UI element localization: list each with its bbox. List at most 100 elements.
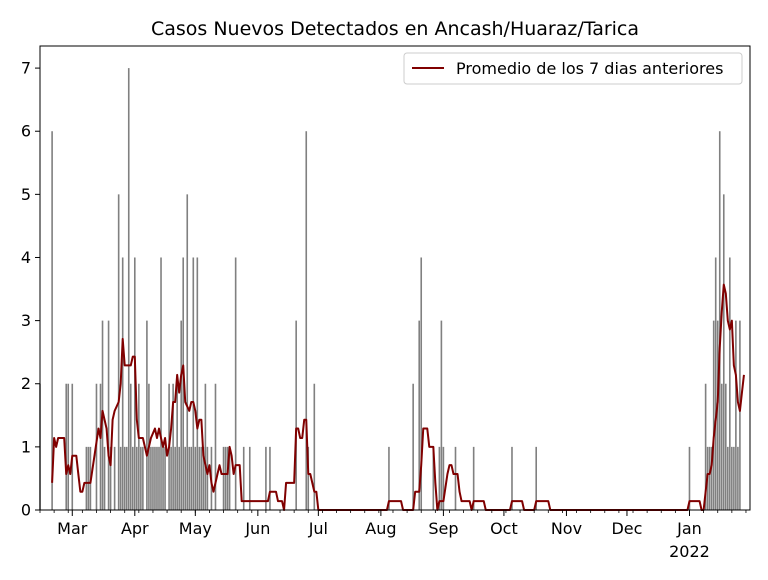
y-tick-label: 5 bbox=[21, 185, 31, 204]
bar bbox=[71, 383, 74, 510]
bar bbox=[109, 446, 112, 510]
bar bbox=[117, 194, 120, 510]
bar bbox=[295, 320, 297, 510]
bar bbox=[125, 446, 128, 510]
y-axis: 0 1 2 3 4 5 6 7 bbox=[21, 59, 40, 520]
bar bbox=[170, 446, 172, 510]
bar bbox=[727, 446, 729, 510]
line-layer bbox=[51, 283, 745, 511]
bar bbox=[136, 446, 138, 510]
bar bbox=[121, 257, 124, 510]
bar bbox=[710, 446, 713, 510]
bar bbox=[103, 446, 106, 510]
bar bbox=[420, 257, 423, 510]
bar bbox=[152, 446, 154, 510]
y-tick-label: 3 bbox=[21, 311, 31, 330]
bar bbox=[172, 383, 174, 510]
x-tick-label: Jul bbox=[308, 519, 328, 538]
bar bbox=[228, 446, 231, 510]
bar bbox=[196, 257, 199, 510]
bar bbox=[192, 257, 195, 510]
x-tick-label: Apr bbox=[121, 519, 149, 538]
legend-label: Promedio de los 7 dias anteriores bbox=[456, 59, 723, 78]
bar bbox=[735, 320, 737, 510]
y-tick-label: 0 bbox=[21, 501, 31, 520]
y-tick-label: 6 bbox=[21, 122, 31, 141]
plot-frame bbox=[39, 45, 751, 511]
y-tick-label: 1 bbox=[21, 437, 31, 456]
x-tick-label: Dec bbox=[611, 519, 642, 538]
bar bbox=[202, 446, 205, 510]
bar bbox=[688, 446, 691, 510]
bar bbox=[214, 383, 217, 510]
bar bbox=[440, 320, 443, 510]
bar bbox=[182, 257, 185, 510]
bar bbox=[438, 446, 441, 510]
bar bbox=[248, 446, 251, 510]
y-tick-label: 4 bbox=[21, 248, 31, 267]
bar bbox=[454, 446, 457, 510]
bar bbox=[724, 383, 727, 510]
bar bbox=[123, 446, 126, 510]
bar bbox=[712, 320, 715, 510]
bar bbox=[729, 257, 731, 510]
x-tick-label: Oct bbox=[490, 519, 518, 538]
bar bbox=[87, 446, 90, 510]
bar bbox=[704, 383, 707, 510]
bar bbox=[146, 320, 148, 510]
y-tick-label: 7 bbox=[21, 59, 31, 78]
bar bbox=[138, 383, 140, 510]
bar bbox=[511, 446, 513, 510]
bar bbox=[716, 320, 719, 510]
x-tick-label: Jan bbox=[676, 519, 702, 538]
x-tick-label: Mar bbox=[57, 519, 88, 538]
bar bbox=[51, 131, 53, 510]
bar bbox=[718, 131, 721, 510]
bar bbox=[313, 383, 316, 510]
bar bbox=[184, 446, 187, 510]
bar bbox=[158, 446, 160, 510]
x-axis: Mar Apr May Jun Jul Aug Sep Oct Nov Dec Jan 2022 bbox=[39, 510, 747, 561]
chart-title: Casos Nuevos Detectados en Ancash/Huaraz… bbox=[151, 18, 639, 40]
bar bbox=[186, 194, 189, 510]
bar bbox=[129, 383, 132, 510]
bar bbox=[119, 446, 122, 510]
bar bbox=[198, 446, 201, 510]
bar bbox=[65, 383, 68, 510]
bar bbox=[535, 446, 537, 510]
moving-average-line bbox=[51, 283, 745, 511]
bar bbox=[307, 446, 310, 510]
bar bbox=[226, 446, 229, 510]
bar bbox=[142, 446, 144, 510]
bar bbox=[107, 320, 110, 510]
bar bbox=[472, 446, 475, 510]
bar bbox=[731, 446, 733, 510]
bars-layer bbox=[39, 68, 741, 510]
bar bbox=[113, 446, 116, 510]
bar bbox=[150, 446, 152, 510]
bar bbox=[418, 320, 421, 510]
bar bbox=[242, 446, 245, 510]
bar bbox=[67, 383, 70, 510]
legend-box bbox=[403, 52, 743, 85]
bar bbox=[99, 383, 102, 510]
bar bbox=[206, 446, 209, 510]
y-tick-label: 2 bbox=[21, 374, 31, 393]
bar bbox=[737, 446, 739, 510]
legend: Promedio de los 7 dias anteriores bbox=[403, 52, 743, 85]
bar bbox=[154, 446, 156, 510]
bar bbox=[176, 383, 178, 510]
bar bbox=[305, 131, 308, 510]
bar bbox=[714, 257, 717, 510]
x-tick-label: Sep bbox=[428, 519, 458, 538]
bar bbox=[156, 446, 158, 510]
bar bbox=[188, 446, 191, 510]
bar bbox=[174, 446, 176, 510]
bar bbox=[85, 446, 88, 510]
bar bbox=[127, 68, 130, 510]
bar bbox=[224, 446, 227, 510]
bar bbox=[265, 446, 267, 510]
bar bbox=[131, 446, 134, 510]
bar bbox=[388, 446, 390, 510]
